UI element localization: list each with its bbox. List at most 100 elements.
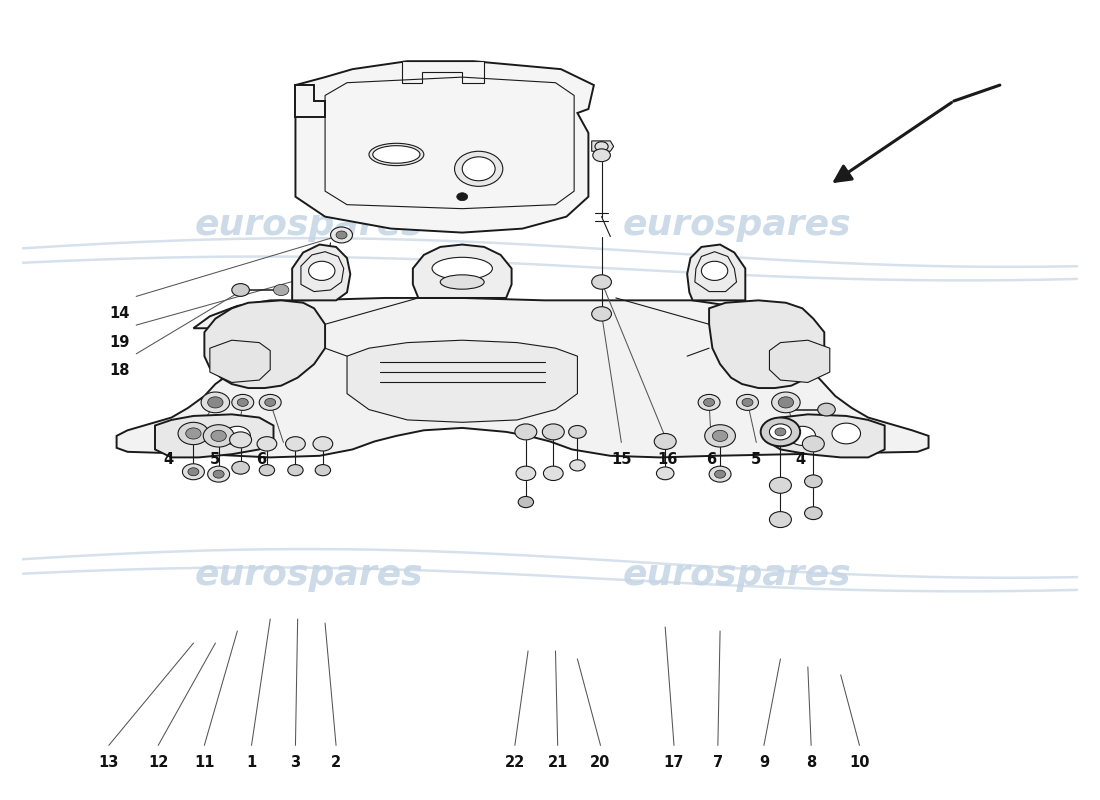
Polygon shape xyxy=(688,245,746,300)
Circle shape xyxy=(260,465,275,476)
Polygon shape xyxy=(293,245,350,300)
Circle shape xyxy=(592,306,612,321)
Circle shape xyxy=(832,423,860,444)
Circle shape xyxy=(698,394,720,410)
Ellipse shape xyxy=(368,143,424,166)
Text: 11: 11 xyxy=(194,754,214,770)
Circle shape xyxy=(516,466,536,481)
Circle shape xyxy=(543,466,563,481)
Polygon shape xyxy=(412,245,512,298)
Polygon shape xyxy=(210,340,271,382)
Text: 6: 6 xyxy=(256,452,266,467)
Polygon shape xyxy=(117,298,928,458)
Ellipse shape xyxy=(440,275,484,289)
Circle shape xyxy=(802,436,824,452)
Circle shape xyxy=(710,466,732,482)
Circle shape xyxy=(309,262,334,281)
Polygon shape xyxy=(402,61,484,82)
Circle shape xyxy=(774,428,785,436)
Circle shape xyxy=(336,231,346,239)
Circle shape xyxy=(769,478,791,494)
Circle shape xyxy=(188,468,199,476)
Circle shape xyxy=(769,512,791,527)
Text: 20: 20 xyxy=(591,754,611,770)
Text: 2: 2 xyxy=(331,754,341,770)
Circle shape xyxy=(702,262,728,281)
Circle shape xyxy=(286,437,306,451)
Circle shape xyxy=(704,398,715,406)
Text: 9: 9 xyxy=(759,754,769,770)
Circle shape xyxy=(804,507,822,519)
Polygon shape xyxy=(296,61,594,233)
Polygon shape xyxy=(710,300,824,388)
Circle shape xyxy=(570,460,585,471)
Text: 18: 18 xyxy=(109,363,130,378)
Circle shape xyxy=(288,465,304,476)
Text: 17: 17 xyxy=(663,754,684,770)
Polygon shape xyxy=(346,340,578,422)
Text: 4: 4 xyxy=(164,452,174,467)
Circle shape xyxy=(232,462,250,474)
Text: 19: 19 xyxy=(109,334,130,350)
Text: 10: 10 xyxy=(849,754,870,770)
Text: eurospares: eurospares xyxy=(623,558,850,592)
Circle shape xyxy=(316,465,331,476)
Circle shape xyxy=(232,284,250,296)
Circle shape xyxy=(657,467,674,480)
Text: 6: 6 xyxy=(706,452,716,467)
Circle shape xyxy=(518,497,534,508)
Polygon shape xyxy=(767,414,884,458)
Polygon shape xyxy=(296,85,326,117)
Text: 4: 4 xyxy=(795,452,805,467)
Circle shape xyxy=(742,398,754,406)
Text: eurospares: eurospares xyxy=(195,558,422,592)
Ellipse shape xyxy=(432,258,493,280)
Text: 3: 3 xyxy=(290,754,300,770)
Circle shape xyxy=(462,157,495,181)
Circle shape xyxy=(569,426,586,438)
Text: eurospares: eurospares xyxy=(623,208,850,242)
Circle shape xyxy=(715,470,726,478)
Text: 8: 8 xyxy=(806,754,816,770)
Circle shape xyxy=(208,397,223,408)
Ellipse shape xyxy=(373,146,420,163)
Circle shape xyxy=(817,403,835,416)
Circle shape xyxy=(274,285,289,295)
Circle shape xyxy=(331,227,352,243)
Circle shape xyxy=(705,425,736,447)
Circle shape xyxy=(769,424,791,440)
Circle shape xyxy=(265,398,276,406)
Circle shape xyxy=(178,422,209,445)
Text: eurospares: eurospares xyxy=(195,208,422,242)
Circle shape xyxy=(183,464,205,480)
Circle shape xyxy=(515,424,537,440)
Circle shape xyxy=(456,193,468,201)
Polygon shape xyxy=(592,141,614,151)
Polygon shape xyxy=(769,340,829,382)
Circle shape xyxy=(186,428,201,439)
Text: 13: 13 xyxy=(99,754,119,770)
Circle shape xyxy=(257,437,277,451)
Circle shape xyxy=(592,275,612,289)
Circle shape xyxy=(204,425,234,447)
Text: 7: 7 xyxy=(713,754,723,770)
Circle shape xyxy=(737,394,759,410)
Circle shape xyxy=(804,475,822,488)
Text: 16: 16 xyxy=(657,452,678,467)
Polygon shape xyxy=(155,414,274,458)
Circle shape xyxy=(260,394,282,410)
Circle shape xyxy=(778,397,793,408)
Circle shape xyxy=(654,434,676,450)
Circle shape xyxy=(316,268,331,279)
Circle shape xyxy=(314,437,332,451)
Text: 5: 5 xyxy=(751,452,761,467)
Circle shape xyxy=(454,151,503,186)
Circle shape xyxy=(789,426,815,446)
Circle shape xyxy=(232,394,254,410)
Polygon shape xyxy=(205,300,326,388)
Text: 12: 12 xyxy=(148,754,168,770)
Circle shape xyxy=(713,430,728,442)
Circle shape xyxy=(542,424,564,440)
Circle shape xyxy=(593,149,611,162)
Circle shape xyxy=(211,430,227,442)
